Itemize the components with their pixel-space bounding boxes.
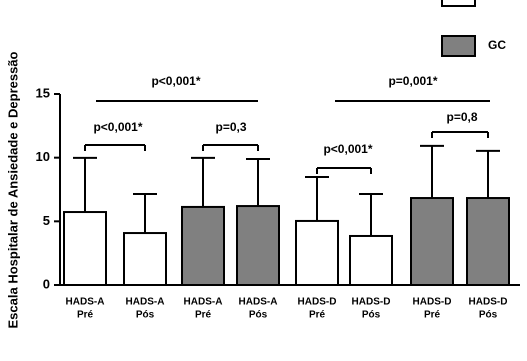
y-axis-label: Escala Hospitalar de Ansiedade e Depress… bbox=[5, 51, 20, 328]
x-tick-label: Pós bbox=[479, 310, 498, 321]
x-tick-label: HADS-A bbox=[126, 297, 165, 308]
annotation: p=0,3 bbox=[215, 120, 246, 134]
y-tick-label: 15 bbox=[36, 85, 50, 100]
x-tick-label: HADS-A bbox=[66, 297, 105, 308]
x-tick-label: HADS-D bbox=[469, 297, 508, 308]
annotation: p=0,001* bbox=[388, 74, 437, 88]
bar bbox=[181, 205, 225, 287]
x-tick-label: HADS-A bbox=[239, 297, 278, 308]
bar bbox=[349, 234, 393, 287]
bar bbox=[123, 232, 167, 287]
bar bbox=[466, 197, 510, 286]
bar bbox=[410, 197, 454, 286]
x-tick-label: Pré bbox=[424, 310, 441, 321]
y-tick-label: 5 bbox=[43, 213, 50, 228]
x-tick-label: Pós bbox=[362, 310, 381, 321]
bar bbox=[295, 219, 339, 287]
x-tick-label: Pré bbox=[195, 310, 212, 321]
legend-swatch bbox=[441, 0, 476, 7]
annotation: p=0,8 bbox=[446, 110, 477, 124]
annotation: p<0,001* bbox=[151, 74, 200, 88]
bar bbox=[236, 205, 280, 286]
y-tick-label: 10 bbox=[36, 149, 50, 164]
bar bbox=[63, 211, 107, 286]
x-tick-label: Pré bbox=[309, 310, 326, 321]
y-tick-label: 0 bbox=[43, 276, 50, 291]
annotation: p<0,001* bbox=[323, 142, 372, 156]
x-tick-label: Pré bbox=[77, 310, 94, 321]
legend-swatch bbox=[441, 35, 476, 57]
x-tick-label: HADS-A bbox=[184, 297, 223, 308]
legend-label: GC bbox=[488, 38, 506, 52]
x-tick-label: HADS-D bbox=[413, 297, 452, 308]
annotation: p<0,001* bbox=[93, 120, 142, 134]
x-tick-label: HADS-D bbox=[298, 297, 337, 308]
x-tick-label: Pós bbox=[136, 310, 155, 321]
x-tick-label: HADS-D bbox=[352, 297, 391, 308]
x-tick-label: Pós bbox=[249, 310, 268, 321]
